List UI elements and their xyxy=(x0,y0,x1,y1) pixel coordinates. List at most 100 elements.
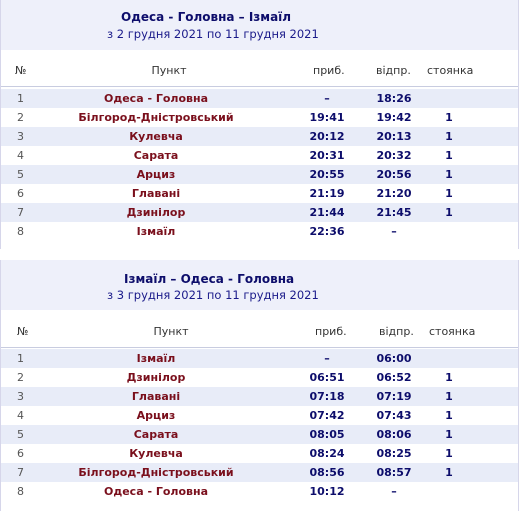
arrival-time: 10:12 xyxy=(309,485,345,498)
table-row: 1 Ізмаїл – 06:00 xyxy=(1,349,518,368)
stop-duration: 1 xyxy=(445,371,453,384)
row-number: 8 xyxy=(17,485,24,498)
table-row: 8 Одеса - Головна 10:12 – xyxy=(1,482,518,501)
row-number: 8 xyxy=(17,225,24,238)
station-name: Білгород-Дністровський xyxy=(78,466,234,479)
row-number: 1 xyxy=(17,352,24,365)
stop-duration: 1 xyxy=(445,111,453,124)
column-header-num: № xyxy=(15,64,27,77)
timetable-return: Ізмаїл – Одеса - Головна з 3 грудня 2021… xyxy=(0,260,519,511)
table-row: 6 Главані 21:19 21:20 1 xyxy=(1,184,518,203)
table-row: 8 Ізмаїл 22:36 – xyxy=(1,222,518,241)
route-period: з 3 грудня 2021 по 11 грудня 2021 xyxy=(107,288,319,302)
column-header-departure: відпр. xyxy=(379,325,414,338)
arrival-time: 07:18 xyxy=(309,390,345,403)
arrival-time: 21:19 xyxy=(309,187,345,200)
row-number: 7 xyxy=(17,206,24,219)
column-header-stop: стоянка xyxy=(427,64,474,77)
departure-time: 18:26 xyxy=(376,92,412,105)
station-name: Сарата xyxy=(133,149,179,162)
station-name: Дзинілор xyxy=(126,206,186,219)
arrival-time: 19:41 xyxy=(309,111,345,124)
departure-time: 07:43 xyxy=(376,409,412,422)
station-name: Сарата xyxy=(133,428,179,441)
arrival-time: 20:12 xyxy=(309,130,345,143)
row-number: 7 xyxy=(17,466,24,479)
departure-time: 06:52 xyxy=(376,371,412,384)
departure-time: 06:00 xyxy=(376,352,412,365)
table-row: 4 Сарата 20:31 20:32 1 xyxy=(1,146,518,165)
stop-duration: 1 xyxy=(445,428,453,441)
row-number: 4 xyxy=(17,409,24,422)
station-name: Главані xyxy=(131,390,181,403)
arrival-time: 21:44 xyxy=(309,206,345,219)
departure-time: 20:32 xyxy=(376,149,412,162)
departure-time: – xyxy=(391,485,397,498)
departure-time: 08:57 xyxy=(376,466,412,479)
stop-duration: 1 xyxy=(445,130,453,143)
timetable-header: Одеса - Головна – Ізмаїл з 2 грудня 2021… xyxy=(1,0,518,50)
station-name: Главані xyxy=(131,187,181,200)
departure-time: 07:19 xyxy=(376,390,412,403)
station-name: Кулевча xyxy=(129,130,183,143)
station-name: Білгород-Дністровський xyxy=(78,111,234,124)
table-row: 2 Дзинілор 06:51 06:52 1 xyxy=(1,368,518,387)
stop-duration: 1 xyxy=(445,466,453,479)
table-row: 5 Сарата 08:05 08:06 1 xyxy=(1,425,518,444)
arrival-time: – xyxy=(324,92,330,105)
arrival-time: 22:36 xyxy=(309,225,345,238)
table-row: 7 Білгород-Дністровський 08:56 08:57 1 xyxy=(1,463,518,482)
route-title: Одеса - Головна – Ізмаїл xyxy=(121,10,292,24)
row-number: 2 xyxy=(17,111,24,124)
stop-duration: 1 xyxy=(445,168,453,181)
arrival-time: – xyxy=(324,352,330,365)
route-title: Ізмаїл – Одеса - Головна xyxy=(124,272,295,286)
station-name: Одеса - Головна xyxy=(103,485,209,498)
column-header-point: Пункт xyxy=(151,64,187,77)
route-period: з 2 грудня 2021 по 11 грудня 2021 xyxy=(107,27,319,41)
arrival-time: 08:05 xyxy=(309,428,345,441)
column-header-point: Пункт xyxy=(153,325,189,338)
arrival-time: 20:31 xyxy=(309,149,345,162)
row-number: 4 xyxy=(17,149,24,162)
arrival-time: 20:55 xyxy=(309,168,345,181)
stop-duration: 1 xyxy=(445,149,453,162)
stop-duration: 1 xyxy=(445,447,453,460)
departure-time: 21:20 xyxy=(376,187,412,200)
table-row: 6 Кулевча 08:24 08:25 1 xyxy=(1,444,518,463)
row-number: 2 xyxy=(17,371,24,384)
table-row: 4 Арциз 07:42 07:43 1 xyxy=(1,406,518,425)
station-name: Кулевча xyxy=(129,447,183,460)
stop-duration: 1 xyxy=(445,390,453,403)
departure-time: 20:13 xyxy=(376,130,412,143)
timetable-outbound: Одеса - Головна – Ізмаїл з 2 грудня 2021… xyxy=(0,0,519,249)
row-number: 5 xyxy=(17,168,24,181)
stop-duration: 1 xyxy=(445,187,453,200)
row-number: 1 xyxy=(17,92,24,105)
station-name: Ізмаїл xyxy=(136,352,176,365)
station-name: Арциз xyxy=(136,168,176,181)
timetable-header: Ізмаїл – Одеса - Головна з 3 грудня 2021… xyxy=(1,260,518,310)
column-header-arrival: приб. xyxy=(313,64,345,77)
table-row: 7 Дзинілор 21:44 21:45 1 xyxy=(1,203,518,222)
column-header-departure: відпр. xyxy=(376,64,411,77)
arrival-time: 07:42 xyxy=(309,409,345,422)
table-row: 2 Білгород-Дністровський 19:41 19:42 1 xyxy=(1,108,518,127)
column-header-stop: стоянка xyxy=(429,325,476,338)
table-row: 5 Арциз 20:55 20:56 1 xyxy=(1,165,518,184)
departure-time: 08:06 xyxy=(376,428,412,441)
arrival-time: 06:51 xyxy=(309,371,345,384)
table-row: 3 Кулевча 20:12 20:13 1 xyxy=(1,127,518,146)
arrival-time: 08:24 xyxy=(309,447,345,460)
column-header-num: № xyxy=(17,325,29,338)
station-name: Ізмаїл xyxy=(136,225,176,238)
departure-time: – xyxy=(391,225,397,238)
stop-duration: 1 xyxy=(445,206,453,219)
row-number: 5 xyxy=(17,428,24,441)
column-header-arrival: приб. xyxy=(315,325,347,338)
row-number: 3 xyxy=(17,130,24,143)
stop-duration: 1 xyxy=(445,409,453,422)
row-number: 6 xyxy=(17,447,24,460)
header-divider xyxy=(1,86,518,87)
station-name: Одеса - Головна xyxy=(103,92,209,105)
